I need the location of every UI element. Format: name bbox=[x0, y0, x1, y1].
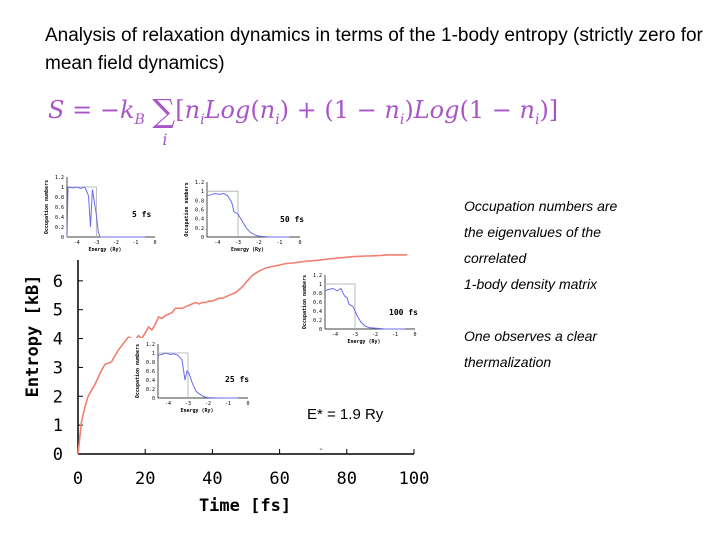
inset-y-tick-label: 1.2 bbox=[146, 342, 155, 348]
inset-occupation-line bbox=[66, 186, 146, 238]
inset-x-tick-label: -3 bbox=[235, 240, 241, 246]
inset-y-tick-label: 0.6 bbox=[146, 369, 155, 375]
y-tick-label: 4 bbox=[53, 330, 63, 350]
inset-x-axis-title: Energy (Ry) bbox=[88, 247, 121, 253]
inset-y-axis-title: Occupation numbers bbox=[302, 275, 308, 329]
inset-y-tick-label: 0.6 bbox=[55, 205, 64, 211]
inset-occupation-line bbox=[324, 287, 405, 330]
side-note-line: thermalization bbox=[464, 354, 552, 370]
inset-x-tick-label: -4 bbox=[332, 332, 338, 338]
x-tick-label: 0 bbox=[73, 469, 83, 489]
x-tick-label: 40 bbox=[202, 469, 222, 489]
inset-y-tick-label: 0.2 bbox=[195, 226, 204, 232]
inset-x-axis-title: Energy (Ry) bbox=[180, 408, 213, 414]
inset-y-tick-label: 1 bbox=[201, 189, 204, 195]
inset-y-tick-label: 0.8 bbox=[146, 360, 155, 366]
x-tick-label: 60 bbox=[269, 469, 289, 489]
y-tick-label: 6 bbox=[53, 272, 63, 292]
inset-y-tick-label: 0.4 bbox=[146, 378, 155, 384]
inset-fermi-step bbox=[207, 190, 239, 237]
inset-x-tick-label: -1 bbox=[392, 332, 398, 338]
inset-x-tick-label: -2 bbox=[205, 401, 211, 407]
inset-y-axis-title: Occupation numbers bbox=[184, 182, 190, 236]
inset-x-tick-label: -3 bbox=[185, 401, 191, 407]
inset-fermi-step bbox=[325, 283, 356, 329]
inset-x-tick-label: -2 bbox=[372, 332, 378, 338]
inset-x-tick-label: 0 bbox=[413, 332, 416, 338]
inset-x-tick-label: 0 bbox=[298, 240, 301, 246]
inset-time-label: 50 fs bbox=[280, 215, 304, 224]
inset-x-tick-label: -2 bbox=[256, 240, 262, 246]
x-tick-label: 80 bbox=[337, 469, 357, 489]
inset-y-tick-label: 0 bbox=[201, 235, 204, 241]
inset-background bbox=[128, 338, 254, 416]
inset-y-tick-label: 0.2 bbox=[146, 387, 155, 393]
inset-x-tick-label: -3 bbox=[93, 240, 99, 246]
side-note-line: One observes a clear bbox=[464, 328, 598, 344]
inset-x-tick-label: -1 bbox=[225, 401, 231, 407]
inset-background bbox=[177, 176, 306, 255]
inset-x-tick-label: -2 bbox=[113, 240, 119, 246]
entropy-series-line bbox=[77, 254, 408, 455]
entropy-formula: S = −kB ∑ i [niLog(ni) + (1 − ni)Log(1 − n… bbox=[48, 92, 559, 149]
inset-x-tick-label: 0 bbox=[153, 240, 156, 246]
inset-y-tick-label: 1.2 bbox=[195, 180, 204, 186]
inset-x-axis-title: Energy (Ry) bbox=[347, 339, 380, 345]
inset-x-tick-label: -4 bbox=[165, 401, 171, 407]
inset-fermi-step bbox=[67, 186, 97, 237]
inset-time-label: 100 fs bbox=[389, 308, 418, 317]
inset-y-tick-label: 0.8 bbox=[313, 291, 322, 297]
inset-y-tick-label: 0 bbox=[319, 327, 322, 333]
y-tick-label: 5 bbox=[53, 301, 63, 321]
inset-x-tick-label: -4 bbox=[74, 240, 80, 246]
inset-y-tick-label: 0.8 bbox=[55, 195, 64, 201]
inset-y-axis-title: Occupation numbers bbox=[44, 180, 50, 234]
inset-y-tick-label: 0.4 bbox=[313, 309, 322, 315]
inset-y-tick-label: 1.2 bbox=[55, 175, 64, 181]
inset-fermi-step bbox=[158, 352, 189, 398]
inset-y-tick-label: 0.6 bbox=[195, 208, 204, 214]
inset-y-tick-label: 0 bbox=[61, 235, 64, 241]
inset-y-tick-label: 1 bbox=[152, 351, 155, 357]
y-tick-label: 3 bbox=[53, 358, 63, 378]
inset-x-tick-label: 0 bbox=[246, 401, 249, 407]
slide-title: Analysis of relaxation dynamics in terms… bbox=[45, 25, 703, 74]
side-note-line: Occupation numbers are bbox=[464, 198, 618, 214]
y-tick-label: 2 bbox=[53, 387, 63, 407]
inset-occupation-line bbox=[157, 352, 238, 399]
dash-mark: - bbox=[318, 444, 324, 455]
inset-background bbox=[295, 269, 421, 347]
y-tick-label: 0 bbox=[53, 445, 63, 465]
inset-y-tick-label: 1 bbox=[319, 282, 322, 288]
side-note-line: 1-body density matrix bbox=[464, 276, 598, 292]
inset-y-tick-label: 0 bbox=[152, 396, 155, 402]
x-axis-title: Time [fs] bbox=[199, 496, 291, 516]
inset-x-axis-title: Energy (Ry) bbox=[231, 247, 264, 253]
inset-occupation-line bbox=[206, 192, 290, 238]
inset-x-tick-label: -3 bbox=[352, 332, 358, 338]
inset-x-tick-label: -4 bbox=[214, 240, 220, 246]
side-note-line: correlated bbox=[464, 250, 527, 266]
inset-y-axis-title: Occupation numbers bbox=[135, 344, 141, 398]
energy-annotation: E* = 1.9 Ry bbox=[307, 406, 384, 423]
inset-y-tick-label: 1 bbox=[61, 185, 64, 191]
inset-y-tick-label: 0.6 bbox=[313, 300, 322, 306]
inset-x-tick-label: -1 bbox=[132, 240, 138, 246]
inset-y-tick-label: 0.4 bbox=[55, 215, 64, 221]
inset-y-tick-label: 0.4 bbox=[195, 217, 204, 223]
inset-x-tick-label: -1 bbox=[276, 240, 282, 246]
x-tick-label: 20 bbox=[135, 469, 155, 489]
inset-y-tick-label: 0.2 bbox=[55, 225, 64, 231]
side-notes: Occupation numbers are the eigenvalues o… bbox=[464, 193, 704, 375]
y-axis-title: Entropy [kB] bbox=[23, 275, 43, 398]
inset-y-tick-label: 0.2 bbox=[313, 318, 322, 324]
inset-y-tick-label: 0.8 bbox=[195, 198, 204, 204]
inset-time-label: 25 fs bbox=[225, 375, 249, 384]
x-tick-label: 100 bbox=[399, 469, 430, 489]
inset-background bbox=[37, 171, 161, 255]
y-tick-label: 1 bbox=[53, 416, 63, 436]
side-note-line: the eigenvalues of the bbox=[464, 224, 601, 240]
inset-time-label: 5 fs bbox=[132, 210, 151, 219]
inset-y-tick-label: 1.2 bbox=[313, 273, 322, 279]
